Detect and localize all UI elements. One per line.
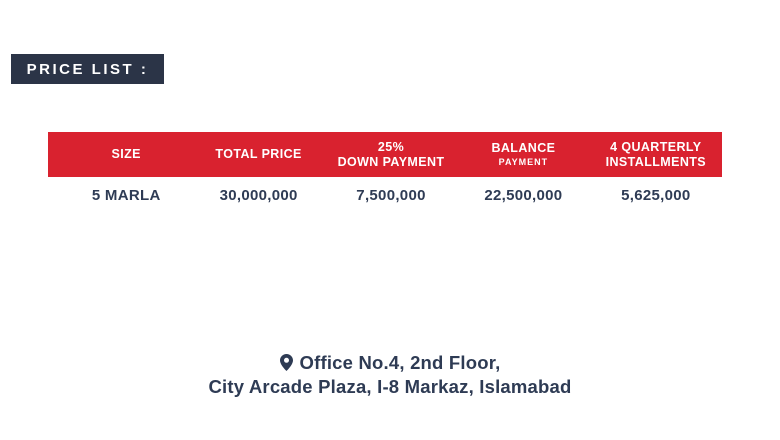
price-list-title: PRICE LIST : <box>11 54 164 84</box>
header-cell-installments: 4 QUARTERLY INSTALLMENTS <box>590 140 722 170</box>
header-down-payment-line2: DOWN PAYMENT <box>337 154 445 169</box>
cell-total-price: 30,000,000 <box>219 187 298 204</box>
cell-down-payment: 7,500,000 <box>356 187 426 204</box>
header-cell-total-price: TOTAL PRICE <box>192 147 324 162</box>
address-line-1-wrap: Office No.4, 2nd Floor, <box>0 351 780 375</box>
cell-size: 5 MARLA <box>91 187 161 204</box>
address-line-1: Office No.4, 2nd Floor, <box>299 352 501 373</box>
header-balance-line1: BALANCE <box>491 141 556 155</box>
table-row: 5 MARLA 30,000,000 7,500,000 22,500,000 … <box>48 187 722 204</box>
header-cell-down-payment: 25% DOWN PAYMENT <box>325 140 457 170</box>
header-installments-line2: INSTALLMENTS <box>605 154 707 169</box>
table-header-row: SIZE TOTAL PRICE 25% DOWN PAYMENT BALANC… <box>48 132 722 177</box>
cell-balance-payment: 22,500,000 <box>484 187 563 204</box>
header-total-price-label: TOTAL PRICE <box>215 147 302 161</box>
header-installments-line1: 4 QUARTERLY <box>610 139 702 154</box>
cell-installments: 5,625,000 <box>621 187 691 204</box>
header-cell-balance-payment: BALANCE PAYMENT <box>457 141 589 168</box>
price-table: SIZE TOTAL PRICE 25% DOWN PAYMENT BALANC… <box>48 132 722 204</box>
price-list-title-label: PRICE LIST : <box>26 60 149 78</box>
header-size-label: SIZE <box>111 147 141 161</box>
header-cell-size: SIZE <box>60 147 192 162</box>
header-down-payment-line1: 25% <box>377 139 405 154</box>
header-balance-line2: PAYMENT <box>498 157 549 167</box>
address-line-2: City Arcade Plaza, I-8 Markaz, Islamabad <box>208 376 572 397</box>
address-footer: Office No.4, 2nd Floor, City Arcade Plaz… <box>0 351 780 399</box>
location-pin-icon <box>279 354 293 371</box>
